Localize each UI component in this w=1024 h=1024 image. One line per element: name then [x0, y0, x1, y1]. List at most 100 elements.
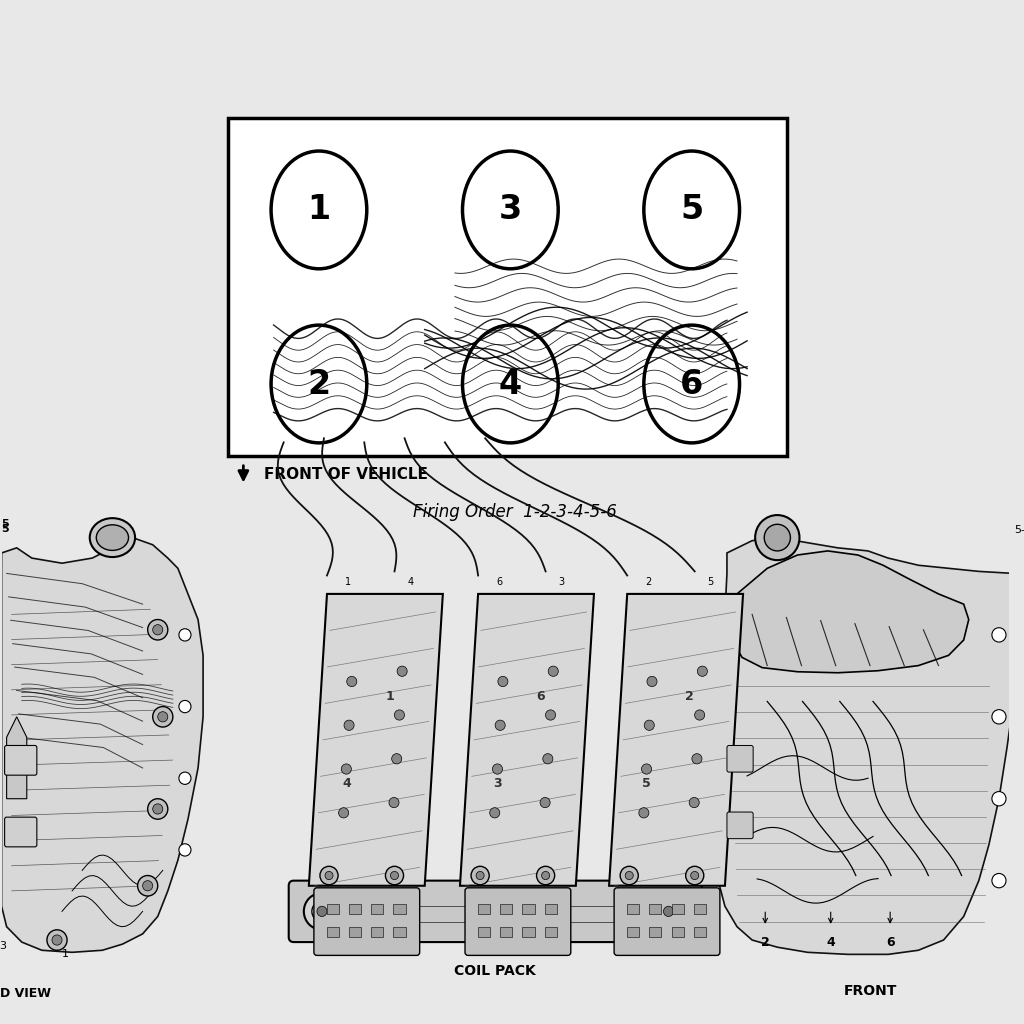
Bar [649, 927, 662, 937]
Circle shape [992, 873, 1006, 888]
Text: 2: 2 [645, 577, 651, 587]
Polygon shape [729, 551, 969, 673]
FancyBboxPatch shape [5, 817, 37, 847]
Bar [228, 118, 787, 456]
Circle shape [664, 906, 674, 916]
Circle shape [496, 720, 505, 730]
Bar [693, 904, 706, 914]
Bar [501, 927, 512, 937]
Circle shape [391, 754, 401, 764]
Bar [327, 927, 339, 937]
Text: 1: 1 [62, 949, 69, 959]
Circle shape [47, 930, 67, 950]
Circle shape [644, 720, 654, 730]
Polygon shape [2, 538, 203, 952]
Ellipse shape [271, 151, 367, 268]
Text: 3: 3 [499, 194, 522, 226]
Circle shape [689, 798, 699, 808]
Circle shape [179, 772, 191, 784]
Text: Firing Order  1-2-3-4-5-6: Firing Order 1-2-3-4-5-6 [414, 503, 617, 521]
Ellipse shape [463, 326, 558, 443]
Text: FRONT OF VEHICLE: FRONT OF VEHICLE [263, 467, 427, 481]
Circle shape [52, 935, 62, 945]
Circle shape [992, 710, 1006, 724]
Bar [393, 927, 406, 937]
Circle shape [992, 628, 1006, 642]
Bar [545, 927, 557, 937]
Circle shape [304, 893, 340, 930]
Circle shape [641, 764, 651, 774]
FancyBboxPatch shape [289, 881, 701, 942]
Circle shape [385, 866, 403, 885]
Polygon shape [309, 594, 442, 886]
Circle shape [476, 871, 484, 880]
FancyBboxPatch shape [465, 888, 570, 955]
Text: 2: 2 [761, 936, 770, 948]
Circle shape [692, 754, 702, 764]
Bar [672, 904, 684, 914]
Circle shape [546, 710, 556, 720]
Circle shape [394, 710, 404, 720]
Text: 5: 5 [2, 519, 9, 529]
Text: 4: 4 [826, 936, 836, 948]
Text: 6: 6 [680, 368, 703, 400]
Circle shape [543, 754, 553, 764]
Text: 5: 5 [680, 194, 703, 226]
Text: 5: 5 [708, 577, 714, 587]
Ellipse shape [96, 524, 129, 551]
Bar [349, 904, 361, 914]
Bar [522, 927, 535, 937]
Bar [501, 904, 512, 914]
Circle shape [341, 764, 351, 774]
Text: 6: 6 [496, 577, 502, 587]
Circle shape [147, 799, 168, 819]
Circle shape [153, 804, 163, 814]
Bar [628, 904, 639, 914]
Circle shape [493, 764, 503, 774]
Text: FRONT: FRONT [844, 984, 897, 998]
Circle shape [542, 871, 550, 880]
Circle shape [142, 881, 153, 891]
Circle shape [650, 893, 687, 930]
FancyBboxPatch shape [5, 745, 37, 775]
Circle shape [647, 676, 657, 686]
Bar [393, 904, 406, 914]
Circle shape [764, 524, 791, 551]
Circle shape [179, 844, 191, 856]
Circle shape [389, 798, 399, 808]
Circle shape [147, 620, 168, 640]
Text: 5: 5 [2, 524, 9, 535]
Text: D VIEW: D VIEW [0, 987, 50, 999]
Circle shape [498, 676, 508, 686]
Text: 4: 4 [408, 577, 414, 587]
Circle shape [548, 666, 558, 676]
Circle shape [153, 625, 163, 635]
Bar [372, 904, 383, 914]
Polygon shape [6, 717, 27, 799]
Bar [649, 904, 662, 914]
Circle shape [690, 871, 698, 880]
FancyBboxPatch shape [727, 745, 753, 772]
FancyBboxPatch shape [314, 888, 420, 955]
Circle shape [347, 676, 356, 686]
Text: 1: 1 [307, 194, 331, 226]
Circle shape [540, 798, 550, 808]
Circle shape [339, 808, 348, 818]
Circle shape [158, 712, 168, 722]
Circle shape [153, 707, 173, 727]
Polygon shape [460, 594, 594, 886]
Ellipse shape [463, 151, 558, 268]
Ellipse shape [90, 518, 135, 557]
Bar [545, 904, 557, 914]
Circle shape [319, 866, 338, 885]
Text: COIL PACK: COIL PACK [455, 964, 537, 978]
Circle shape [621, 866, 638, 885]
Circle shape [312, 901, 332, 922]
Circle shape [137, 876, 158, 896]
Circle shape [489, 808, 500, 818]
Text: 5: 5 [642, 777, 651, 791]
Text: 1: 1 [345, 577, 351, 587]
Circle shape [686, 866, 703, 885]
Circle shape [471, 866, 489, 885]
Text: 1: 1 [385, 689, 394, 702]
